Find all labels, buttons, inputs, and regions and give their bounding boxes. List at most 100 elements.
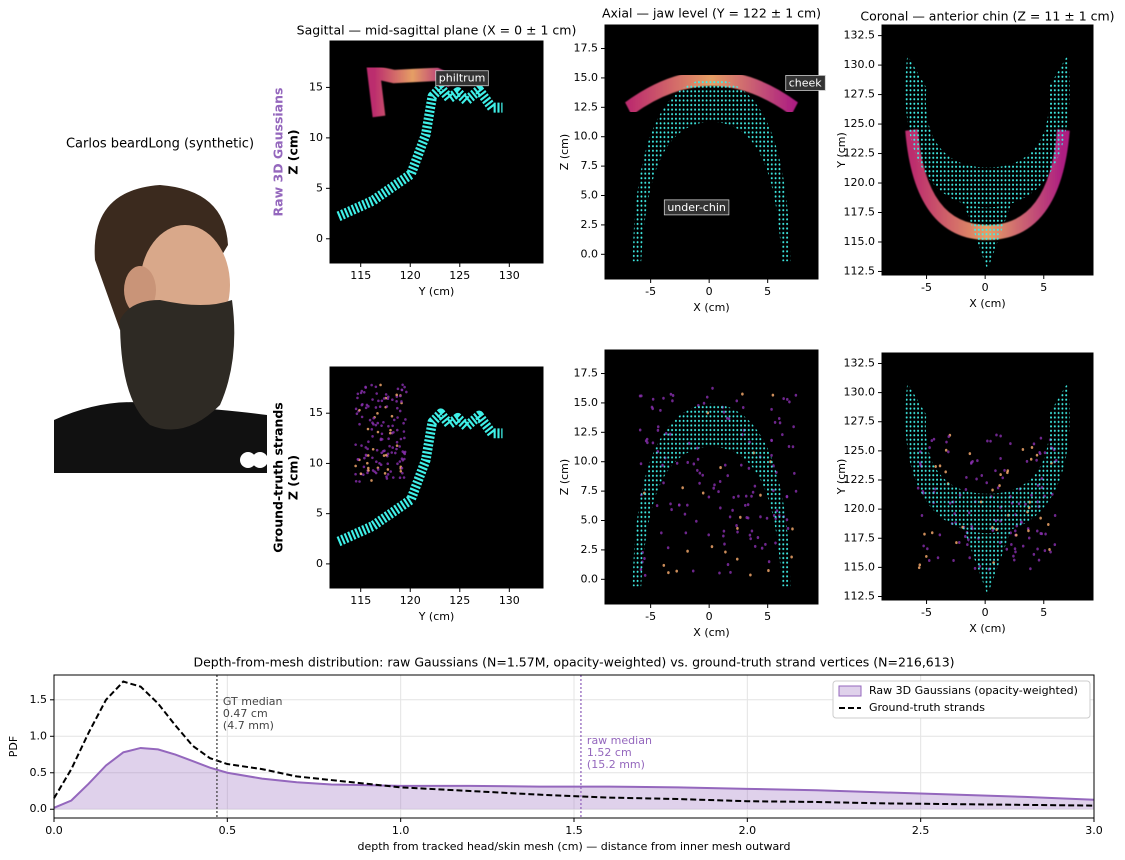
density-speck — [371, 447, 375, 451]
density-speck — [670, 508, 673, 512]
density-speck — [379, 463, 383, 467]
y-tick-label: 5 — [316, 507, 323, 520]
density-speck — [743, 503, 747, 507]
mesh-points — [632, 78, 791, 262]
density-speck — [396, 406, 399, 410]
density-speck — [395, 444, 399, 447]
density-speck — [1053, 543, 1057, 547]
density-speck — [391, 398, 394, 402]
density-speck — [389, 428, 392, 432]
density-speck — [736, 526, 739, 530]
median-label: 0.47 cm — [223, 707, 268, 720]
density-speck — [788, 400, 791, 404]
y-tick-label: 0.5 — [30, 766, 48, 779]
density-speck — [643, 573, 647, 577]
x-tick-label: 5 — [1040, 281, 1047, 294]
density-speck — [1036, 529, 1039, 533]
density-speck — [790, 555, 793, 559]
density-speck — [1044, 532, 1047, 536]
density-speck — [968, 452, 972, 456]
density-speck — [362, 390, 366, 394]
density-speck — [917, 566, 921, 570]
density-speck — [691, 569, 695, 573]
y-axis-label: Y (cm) — [835, 132, 848, 169]
density-speck — [358, 408, 361, 412]
density-speck — [735, 524, 738, 528]
density-speck — [737, 494, 740, 498]
y-axis-label: Z (cm) — [558, 459, 571, 495]
density-speck — [980, 473, 984, 477]
density-speck — [384, 393, 388, 396]
density-speck — [1029, 457, 1033, 461]
density-speck — [710, 545, 714, 549]
density-speck — [651, 397, 655, 401]
density-speck — [358, 480, 361, 483]
density-speck — [794, 393, 798, 397]
density-speck — [999, 473, 1002, 477]
density-speck — [402, 421, 405, 425]
density-speck — [378, 461, 381, 465]
y-tick-label: 2.5 — [581, 543, 599, 556]
density-speck — [1049, 550, 1052, 554]
y-tick-label: 2.5 — [581, 218, 599, 231]
density-speck — [362, 465, 366, 469]
density-speck — [364, 406, 368, 410]
y-tick-label: 117.5 — [844, 531, 876, 544]
density-speck — [748, 533, 752, 537]
density-speck — [999, 434, 1002, 438]
y-tick-label: 130.0 — [844, 58, 876, 71]
density-speck — [944, 470, 947, 474]
density-speck — [756, 536, 760, 540]
density-speck — [1009, 442, 1012, 446]
density-speck — [374, 385, 378, 389]
density-speck — [707, 495, 711, 499]
density-speck — [375, 448, 379, 452]
density-speck — [399, 469, 403, 473]
density-speck — [728, 515, 732, 519]
density-speck — [640, 394, 643, 398]
density-speck — [692, 462, 696, 466]
y-tick-label: 15.0 — [574, 396, 599, 409]
line — [53, 680, 1095, 807]
density-speck — [383, 449, 386, 453]
density-speck — [360, 415, 364, 419]
density-speck — [765, 516, 769, 520]
density-speck — [659, 408, 662, 412]
panel-title: Coronal — anterior chin (Z = 11 ± 1 cm) — [860, 9, 1114, 24]
density-speck — [662, 563, 666, 567]
density-speck — [396, 387, 400, 391]
density-speck — [722, 529, 726, 533]
density-speck — [359, 472, 363, 476]
density-speck — [770, 438, 773, 443]
y-tick-label: 5.0 — [581, 189, 599, 202]
density-speck — [1010, 542, 1013, 546]
density-speck — [718, 479, 722, 484]
plot-frame — [53, 674, 1095, 819]
x-tick-label: -5 — [921, 281, 932, 294]
density-speck — [726, 563, 730, 567]
density-speck — [376, 468, 380, 471]
density-speck — [395, 393, 398, 397]
y-axis-label: Z (cm) — [286, 455, 301, 500]
density-speck — [655, 504, 659, 508]
density-speck — [767, 569, 770, 573]
y-tick-label: 0 — [316, 557, 323, 570]
density-speck — [358, 422, 361, 426]
density-speck — [722, 534, 725, 538]
density-speck — [973, 566, 977, 570]
density-speck — [367, 440, 370, 444]
density-speck — [938, 533, 942, 537]
density-speck — [751, 490, 755, 494]
density-speck — [696, 468, 699, 472]
x-tick-label: 2.5 — [912, 824, 930, 837]
x-tick-label: 0 — [706, 285, 713, 298]
density-speck — [1027, 529, 1030, 533]
density-speck — [767, 560, 771, 564]
density-speck — [975, 477, 978, 481]
density-speck — [732, 495, 735, 499]
density-speck — [1029, 567, 1032, 571]
density-speck — [666, 546, 670, 550]
density-speck — [389, 470, 393, 473]
y-tick-label: 1.5 — [30, 693, 48, 706]
density-speck — [1053, 513, 1057, 517]
